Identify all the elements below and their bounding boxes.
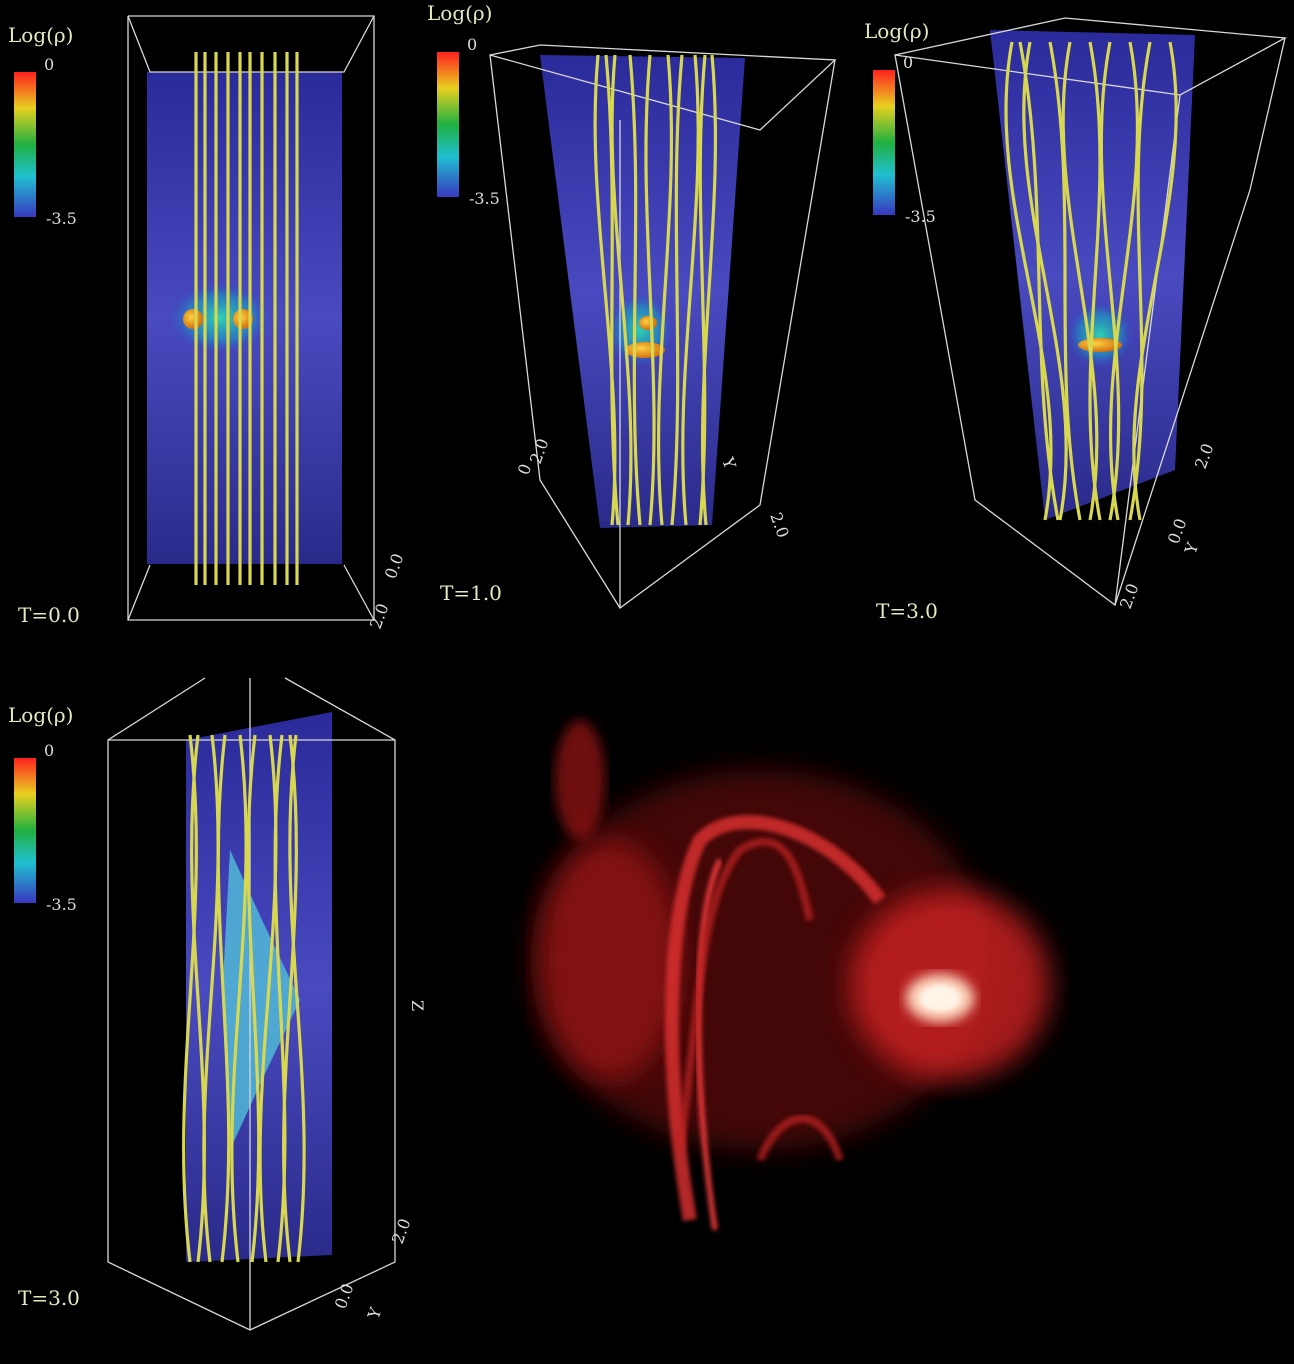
colorbar-max: 0	[44, 741, 54, 760]
axis-label: 0.0	[381, 551, 408, 581]
colorbar-title: Log(ρ)	[427, 1, 493, 25]
colorbar-max: 0	[44, 55, 54, 74]
axis-label: 0	[514, 461, 535, 477]
dense-blob	[639, 316, 657, 330]
axis-label: 0.0	[331, 1281, 358, 1311]
time-label: T=1.0	[440, 581, 502, 605]
nebula-image	[530, 720, 1050, 1230]
axis-label: 2.0	[766, 510, 793, 540]
density-core	[165, 280, 275, 356]
axis-label: 2.0	[526, 436, 553, 466]
time-label: T=3.0	[18, 1286, 80, 1310]
panel-1	[128, 16, 374, 620]
colorbar-min: -3.5	[46, 209, 77, 228]
colorbar-title: Log(ρ)	[8, 23, 74, 47]
axis-label: Y	[364, 1305, 386, 1323]
colorbar-min: -3.5	[905, 207, 936, 226]
bounding-box	[344, 565, 374, 620]
colorbar-title: Log(ρ)	[8, 703, 74, 727]
colorbar	[873, 70, 895, 215]
colorbar-max: 0	[903, 53, 913, 72]
bounding-box	[128, 565, 150, 620]
colorbar-max: 0	[467, 35, 477, 54]
axis-label: 2.0	[1116, 581, 1143, 611]
colorbar-min: -3.5	[469, 189, 500, 208]
dense-blob	[625, 342, 665, 358]
axis-label: Z	[408, 1000, 427, 1011]
colorbar	[437, 52, 459, 197]
density-core	[1065, 300, 1135, 370]
colorbar	[14, 758, 36, 903]
figure: Log(ρ)0-3.5T=0.00.02.0Log(ρ)0-3.5T=1.002…	[0, 0, 1294, 1364]
axis-label: 2.0	[366, 601, 393, 631]
time-label: T=0.0	[18, 603, 80, 627]
axis-label: 2.0	[388, 1216, 415, 1246]
time-label: T=3.0	[876, 599, 938, 623]
dense-blob	[183, 309, 203, 329]
colorbar-title: Log(ρ)	[864, 19, 930, 43]
colorbar-min: -3.5	[46, 895, 77, 914]
colorbar	[14, 72, 36, 217]
panel-3	[895, 18, 1285, 605]
axis-label: Y	[1181, 540, 1203, 558]
axis-label: Y	[718, 454, 740, 472]
axis-label: 2.0	[1191, 441, 1218, 471]
page: Log(ρ)0-3.5T=0.00.02.0Log(ρ)0-3.5T=1.002…	[0, 0, 1294, 1364]
panel-4	[108, 678, 395, 1330]
